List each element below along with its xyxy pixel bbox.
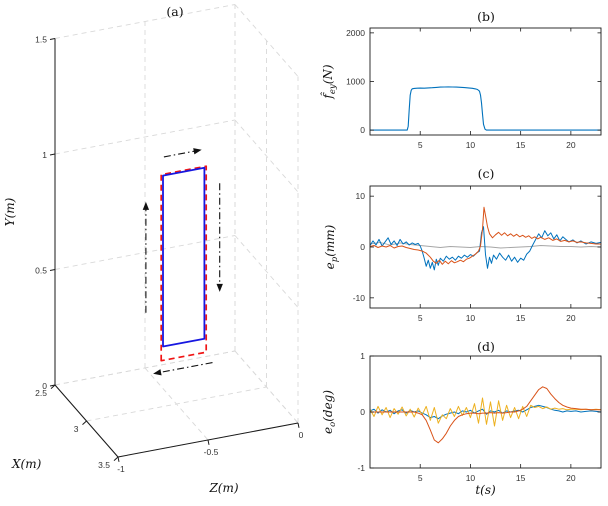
grid-line — [49, 269, 56, 271]
series-area — [370, 206, 601, 271]
grid-line — [207, 439, 210, 445]
arrowhead — [142, 201, 150, 210]
tick-label: 15 — [516, 473, 526, 483]
tick-label: 1000 — [346, 77, 365, 87]
series-position-error-y — [370, 206, 601, 265]
panel-b-force-plot: 5 10 15 20 0 1000 2000 f̂ey(N) — [320, 27, 602, 150]
arrowhead — [153, 369, 162, 376]
series-orientation-error-yaw — [370, 397, 601, 427]
axis-label: f̂ey(N) — [320, 64, 338, 99]
arrowhead — [216, 283, 223, 292]
panel-c-label: (c) — [477, 166, 495, 181]
tick-label: 10 — [466, 140, 476, 150]
tick-label: 3.5 — [98, 460, 110, 470]
tick-label: 5 — [418, 140, 423, 150]
tick-label: 1 — [42, 150, 47, 160]
grid-line — [49, 153, 56, 156]
series-estimated-contact-force — [370, 86, 601, 131]
grid-line — [144, 367, 209, 441]
tick-label: 2000 — [346, 28, 365, 38]
panel-a-label: (a) — [166, 4, 184, 19]
tick-label: 5 — [418, 313, 423, 323]
tick-label: 15 — [516, 140, 526, 150]
grid-line — [163, 150, 197, 158]
trajectory-desired-rectangle — [160, 165, 208, 362]
series-area — [370, 86, 601, 131]
tick-label: 1.5 — [35, 35, 47, 45]
panel-d-label: (d) — [477, 339, 495, 354]
tick-label: 1 — [360, 351, 365, 361]
arrowhead — [193, 148, 202, 155]
series-area — [370, 386, 601, 444]
grid-line — [234, 119, 299, 193]
axis-label: X(m) — [11, 457, 42, 471]
grid-line — [117, 456, 120, 462]
panel-a-3d-trajectory-plot: 0 0.5 1 1.5 2.5 3 3.5 -1 -0.5 0 X(m) Z(m) Y(m) — [3, 4, 304, 495]
tick-label: 20 — [566, 313, 576, 323]
grid-line — [234, 235, 299, 308]
tick-label: 3 — [74, 424, 79, 434]
plot-box — [369, 27, 602, 136]
tick-label: 0 — [360, 125, 365, 135]
grid-line — [113, 456, 119, 461]
grid-line — [54, 235, 236, 270]
tick-label: 20 — [566, 473, 576, 483]
tick-label: -1 — [117, 464, 125, 474]
tick-label: 10 — [466, 313, 476, 323]
axis-label: Z(m) — [208, 481, 238, 495]
axes-3d — [49, 38, 300, 462]
tick-label: -10 — [353, 293, 366, 303]
panel-d-orientation-error-plot: 5 10 15 20 -1 0 1 eo(deg) t(s) — [321, 351, 602, 497]
series-position-error-x — [370, 226, 601, 271]
grid-line — [234, 350, 299, 424]
axis-label: t(s) — [475, 483, 496, 497]
tick-label: 0 — [299, 430, 304, 440]
tick-label: 5 — [418, 473, 423, 483]
tick-label: 0 — [360, 407, 365, 417]
axis-label: eo(deg) — [321, 390, 338, 434]
tick-label: 0.5 — [35, 266, 47, 276]
grid-line — [49, 38, 56, 40]
direction-arrows — [145, 150, 221, 374]
grid-3d — [54, 4, 299, 458]
trajectory-actual-rectangle — [162, 166, 206, 348]
tick-label: 15 — [516, 313, 526, 323]
grid-line — [157, 362, 213, 374]
tick-label: 0 — [42, 381, 47, 391]
panel-c-position-error-plot: 5 10 15 20 -10 0 10 ep(mm) — [323, 185, 602, 323]
grid-line — [297, 422, 300, 428]
tick-label: 20 — [566, 140, 576, 150]
tick-label: 2.5 — [35, 388, 47, 398]
tick-label: 10 — [356, 191, 366, 201]
series-orientation-error-pitch — [370, 386, 601, 444]
axis-label: ep(mm) — [323, 224, 340, 269]
axis-label: Y(m) — [3, 197, 17, 226]
grid-line — [50, 384, 56, 389]
tick-label: -1 — [357, 463, 365, 473]
grid-line — [82, 420, 87, 425]
grid-line — [54, 119, 236, 155]
tick-label: -0.5 — [204, 447, 219, 457]
tick-label: 10 — [466, 473, 476, 483]
panel-b-label: (b) — [477, 9, 495, 24]
tick-label: 0 — [360, 242, 365, 252]
